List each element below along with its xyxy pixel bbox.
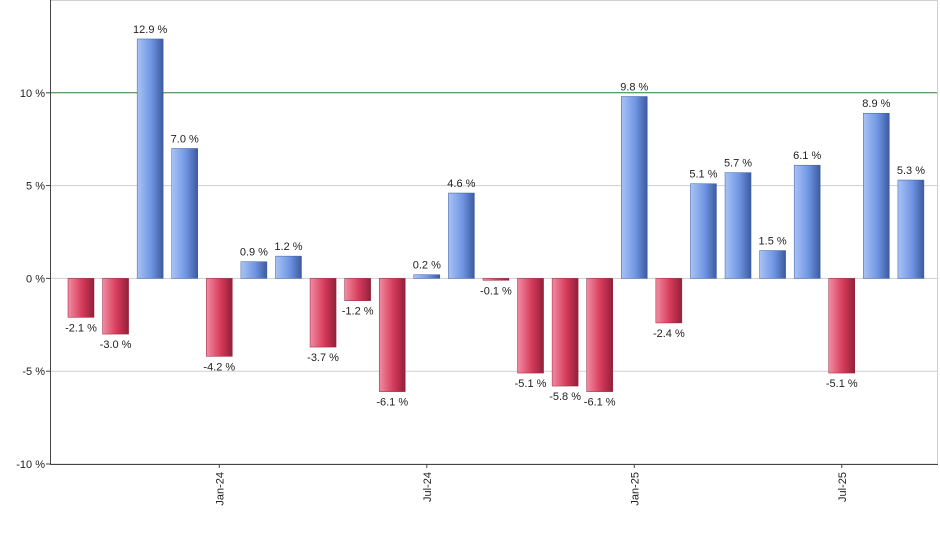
data-label: -5.1 %	[826, 378, 858, 390]
data-label: 1.2 %	[274, 241, 302, 253]
y-tick-label: 0 %	[26, 273, 45, 285]
bar	[482, 278, 510, 281]
bar	[621, 96, 648, 279]
data-label: 9.8 %	[620, 82, 648, 94]
bar	[655, 278, 683, 324]
bar	[690, 183, 717, 279]
data-label: 12.9 %	[133, 24, 167, 36]
data-label: 6.1 %	[793, 150, 821, 162]
data-label: -2.1 %	[65, 322, 97, 334]
x-tick-label: Jan-24	[214, 472, 226, 506]
bar	[344, 278, 371, 301]
bar	[240, 261, 268, 279]
bar	[448, 192, 475, 279]
data-label: 5.7 %	[724, 158, 752, 170]
data-label: -1.2 %	[342, 306, 374, 318]
bar	[102, 278, 129, 335]
data-label: 8.9 %	[862, 98, 890, 110]
x-axis-tick-labels: Jan-24 Jul-24 Jan-25 Jul-25	[214, 472, 848, 506]
bar	[275, 255, 302, 279]
data-label: -5.1 %	[515, 378, 547, 390]
data-label: 4.6 %	[447, 178, 475, 190]
bar	[136, 38, 164, 279]
y-tick-label: -10 %	[16, 459, 45, 471]
bar	[828, 278, 856, 374]
data-label: -0.1 %	[480, 285, 512, 297]
bar	[517, 278, 544, 374]
bar	[67, 278, 95, 318]
data-label: 0.2 %	[413, 260, 441, 272]
y-axis-tick-labels: -10 % -5 % 0 % 5 % 10 %	[16, 88, 45, 471]
y-tick-label: 10 %	[20, 88, 45, 100]
data-label: -3.7 %	[307, 352, 339, 364]
bar	[863, 112, 890, 279]
y-tick-label: 5 %	[26, 181, 45, 193]
data-label: 1.5 %	[759, 236, 787, 248]
data-label: 5.3 %	[897, 165, 925, 177]
bar	[724, 172, 752, 279]
data-labels: -2.1 %-3.0 % 12.9 % 7.0 % -4.2 % 0.9 % 1.2 % -…	[65, 24, 925, 409]
bar	[206, 278, 233, 357]
data-label: -4.2 %	[203, 361, 235, 373]
y-tick-label: -5 %	[22, 366, 45, 378]
bar	[551, 278, 579, 387]
bar	[897, 179, 925, 279]
bar	[586, 278, 613, 392]
axes	[46, 0, 938, 468]
data-label: -6.1 %	[376, 397, 408, 409]
bar	[759, 250, 786, 279]
data-label: 0.9 %	[240, 247, 268, 259]
x-tick-label: Jul-25	[837, 472, 849, 502]
x-tick-label: Jan-25	[629, 472, 641, 506]
data-label: -5.8 %	[549, 391, 581, 403]
data-label: -6.1 %	[584, 397, 616, 409]
bar	[378, 278, 406, 392]
data-label: -2.4 %	[653, 328, 685, 340]
x-tick-label: Jul-24	[422, 472, 434, 502]
bars	[67, 38, 925, 392]
bar	[171, 148, 198, 279]
bar	[309, 278, 337, 348]
bar	[413, 274, 441, 279]
data-label: -3.0 %	[100, 339, 132, 351]
bar	[793, 164, 821, 279]
data-label: 7.0 %	[171, 133, 199, 145]
data-label: 5.1 %	[689, 169, 717, 181]
